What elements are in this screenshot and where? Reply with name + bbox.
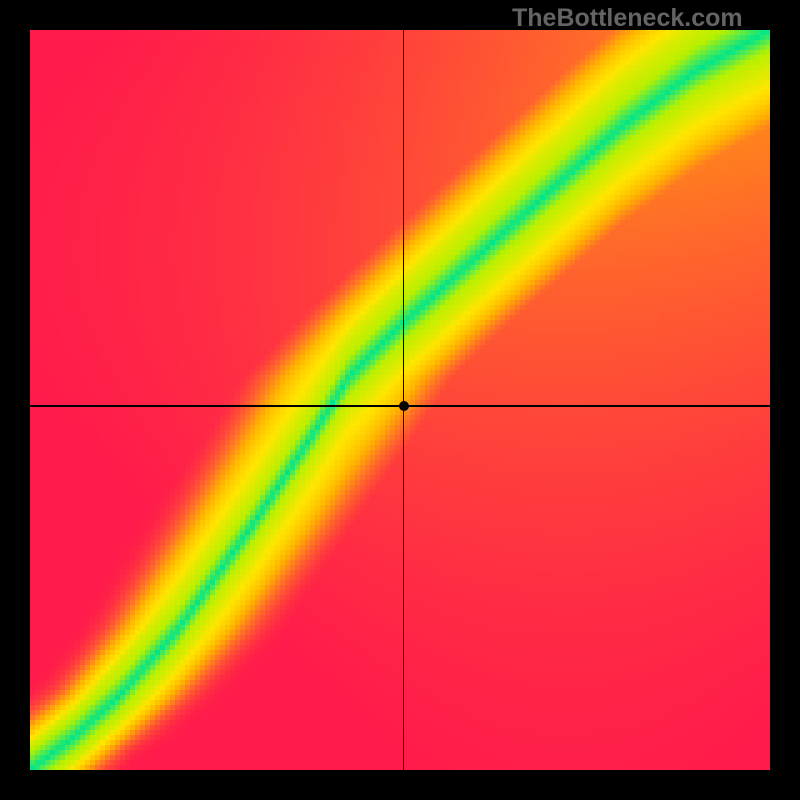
watermark-text: TheBottleneck.com — [512, 4, 743, 33]
heatmap-canvas — [30, 30, 770, 770]
heatmap-plot — [30, 30, 770, 770]
crosshair-dot — [399, 401, 409, 411]
